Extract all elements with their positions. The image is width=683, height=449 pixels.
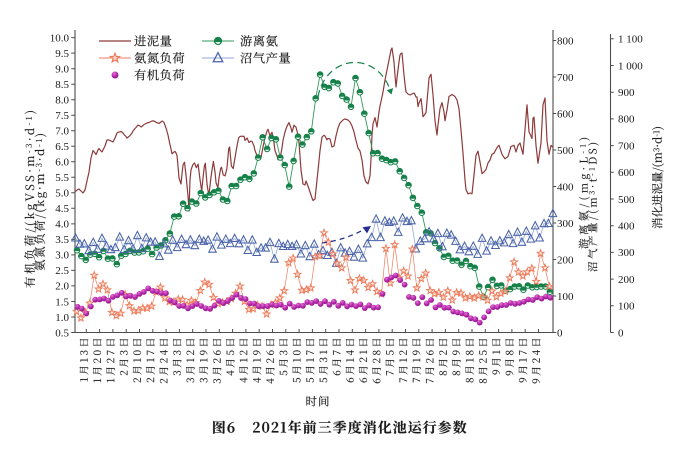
svg-text:3.5: 3.5: [55, 234, 69, 246]
svg-text:5.0: 5.0: [55, 188, 69, 200]
svg-text:300: 300: [618, 247, 635, 259]
svg-text:0: 0: [618, 327, 624, 339]
svg-text:700: 700: [557, 72, 574, 84]
svg-text:8.0: 8.0: [55, 95, 69, 107]
svg-text:700: 700: [618, 140, 635, 152]
svg-text:300: 300: [557, 218, 574, 230]
svg-text:2.5: 2.5: [55, 265, 69, 277]
svg-text:7.5: 7.5: [55, 110, 69, 122]
svg-text:1 000: 1 000: [618, 60, 643, 72]
svg-text:400: 400: [618, 221, 635, 233]
svg-text:500: 500: [618, 194, 635, 206]
svg-text:10.0: 10.0: [50, 32, 70, 44]
svg-text:1.5: 1.5: [55, 296, 69, 308]
svg-text:9.5: 9.5: [55, 48, 69, 60]
svg-text:3.0: 3.0: [55, 250, 69, 262]
svg-text:6.5: 6.5: [55, 141, 69, 153]
svg-text:100: 100: [557, 291, 574, 303]
svg-text:6.0: 6.0: [55, 157, 69, 169]
svg-text:100: 100: [618, 301, 635, 313]
svg-text:600: 600: [618, 167, 635, 179]
svg-text:400: 400: [557, 181, 574, 193]
svg-text:500: 500: [557, 145, 574, 157]
svg-text:0: 0: [557, 327, 563, 339]
svg-text:0.5: 0.5: [55, 327, 69, 339]
svg-text:2.0: 2.0: [55, 281, 69, 293]
svg-text:200: 200: [618, 274, 635, 286]
svg-text:200: 200: [557, 254, 574, 266]
svg-text:8.5: 8.5: [55, 79, 69, 91]
svg-text:1.0: 1.0: [55, 312, 69, 324]
svg-text:9.0: 9.0: [55, 64, 69, 76]
svg-text:7.0: 7.0: [55, 126, 69, 138]
svg-text:800: 800: [557, 35, 574, 47]
svg-text:4.0: 4.0: [55, 219, 69, 231]
svg-text:5.5: 5.5: [55, 172, 69, 184]
svg-text:4.5: 4.5: [55, 203, 69, 215]
svg-text:900: 900: [618, 87, 635, 99]
svg-text:800: 800: [618, 114, 635, 126]
svg-text:1 100: 1 100: [618, 34, 643, 46]
svg-text:600: 600: [557, 108, 574, 120]
